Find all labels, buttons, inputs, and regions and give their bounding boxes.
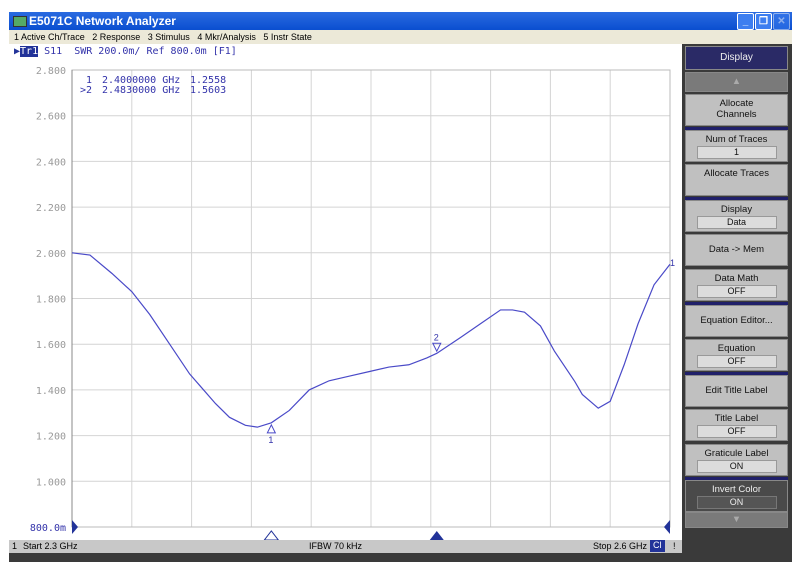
softkey-label: Display — [720, 204, 753, 215]
y-tick-label: 1.200 — [36, 432, 66, 443]
softkey-edit-title-label[interactable]: Edit Title Label — [685, 375, 788, 407]
y-tick-label: 1.000 — [36, 477, 66, 488]
scroll-up-button[interactable]: ▲ — [685, 72, 788, 92]
y-tick-label: 1.800 — [36, 295, 66, 306]
softkey-value: 1 — [696, 146, 777, 159]
minimize-button[interactable]: _ — [737, 13, 754, 30]
softkey-label: Equation — [717, 343, 756, 354]
softkey-equation[interactable]: Equation OFF — [685, 339, 788, 371]
menu-bar: 1 Active Ch/Trace 2 Response 3 Stimulus … — [9, 30, 792, 44]
softkey-num-of-traces[interactable]: Num of Traces 1 — [685, 130, 788, 162]
trace-end-label: 1 — [670, 258, 675, 268]
analyzer-window: E5071C Network Analyzer _ ❐ ✕ 1 Active C… — [9, 12, 792, 562]
menu-response[interactable]: 2 Response — [92, 32, 141, 42]
softkey-label: Allocate Channels — [716, 98, 757, 120]
status-flag: ! — [673, 541, 676, 551]
reference-level-left-icon — [72, 520, 78, 534]
softkey-label: Data Math — [714, 273, 759, 284]
trace-header: ▶Tr1 S11 SWR 200.0m/ Ref 800.0m [F1] — [14, 46, 237, 57]
marker-table-value: 1.2558 — [190, 75, 226, 86]
softkey-data-mem[interactable]: Data -> Mem — [685, 234, 788, 266]
softkey-label: Graticule Label — [704, 448, 769, 459]
softkey-allocate-traces[interactable]: Allocate Traces — [685, 164, 788, 196]
softkey-label: Data -> Mem — [708, 244, 765, 255]
menu-mkr-analysis[interactable]: 4 Mkr/Analysis — [197, 32, 256, 42]
close-button[interactable]: ✕ — [773, 13, 790, 30]
softkey-label: Equation Editor... — [700, 315, 773, 326]
y-tick-label: 800.0m — [30, 523, 66, 534]
softkey-value: OFF — [696, 285, 777, 298]
marker-label: 1 — [268, 435, 273, 445]
softkey-label: Allocate Traces — [704, 168, 769, 179]
status-bar: 1 Start 2.3 GHz IFBW 70 kHz Stop 2.6 GHz… — [9, 540, 682, 553]
reference-level-right-icon — [664, 520, 670, 534]
chart-area: ▶Tr1 S11 SWR 200.0m/ Ref 800.0m [F1] 2.8… — [9, 44, 682, 540]
y-tick-label: 1.400 — [36, 386, 66, 397]
softkey-allocate-channels[interactable]: Allocate Channels — [685, 94, 788, 126]
softkey-value: ON — [696, 460, 777, 473]
ifbw[interactable]: IFBW 70 kHz — [309, 541, 363, 551]
restore-button[interactable]: ❐ — [755, 13, 772, 30]
softkey-separator — [685, 197, 788, 200]
menu-active-ch-trace[interactable]: 1 Active Ch/Trace — [14, 32, 85, 42]
softkey-title: Display — [685, 46, 788, 70]
marker-2-icon — [431, 342, 442, 353]
y-tick-label: 2.200 — [36, 203, 66, 214]
menu-stimulus[interactable]: 3 Stimulus — [147, 32, 190, 42]
softkey-data-math[interactable]: Data Math OFF — [685, 269, 788, 301]
marker-table-frequency: 2.4830000 GHz — [102, 85, 180, 96]
softkey-label: Invert Color — [711, 484, 762, 495]
y-tick-label: 1.600 — [36, 340, 66, 351]
softkey-value: ON — [696, 496, 777, 509]
softkey-display[interactable]: Display Data — [685, 200, 788, 232]
y-tick-label: 2.400 — [36, 157, 66, 168]
title-bar: E5071C Network Analyzer _ ❐ ✕ — [9, 12, 792, 30]
softkey-value: Data — [696, 216, 777, 229]
stop-frequency[interactable]: Stop 2.6 GHz — [593, 541, 648, 551]
softkey-graticule-label[interactable]: Graticule Label ON — [685, 444, 788, 476]
softkey-value: OFF — [696, 425, 777, 438]
trace-arrow-icon: ▶ — [14, 46, 21, 57]
marker-1-stimulus-icon — [263, 530, 279, 540]
scroll-down-button[interactable]: ▼ — [685, 512, 788, 528]
trace-line — [71, 252, 671, 428]
softkey-value: OFF — [696, 355, 777, 368]
marker-table-value: 1.5603 — [190, 85, 226, 96]
softkey-title-label[interactable]: Title Label OFF — [685, 409, 788, 441]
softkey-label: Edit Title Label — [705, 385, 768, 396]
marker-table-label: >2 — [80, 85, 92, 96]
trace-settings: S11 SWR 200.0m/ Ref 800.0m [F1] — [44, 46, 237, 57]
marker-table-label: 1 — [80, 75, 92, 86]
softkey-panel: Display ▲ Allocate Channels Num of Traces… — [683, 44, 790, 562]
start-frequency[interactable]: Start 2.3 GHz — [23, 541, 78, 551]
window-title: E5071C Network Analyzer — [29, 14, 176, 28]
softkey-separator — [685, 477, 788, 480]
marker-2-stimulus-icon — [429, 531, 444, 540]
softkey-label: Num of Traces — [705, 134, 768, 145]
menu-instr-state[interactable]: 5 Instr State — [263, 32, 312, 42]
softkey-separator — [685, 302, 788, 305]
marker-label: 2 — [434, 332, 439, 342]
marker-table-frequency: 2.4000000 GHz — [102, 75, 180, 86]
chart-svg: 2.800 2.600 2.400 2.200 2.000 1.800 1.600 1.400… — [30, 66, 675, 540]
channel-number: 1 — [12, 541, 18, 551]
softkey-separator — [685, 372, 788, 375]
y-tick-label: 2.000 — [36, 249, 66, 260]
softkey-separator — [685, 127, 788, 130]
y-tick-label: 2.800 — [36, 66, 66, 77]
trace-label[interactable]: Tr1 — [20, 46, 39, 57]
softkey-equation-editor[interactable]: Equation Editor... — [685, 305, 788, 337]
softkey-label: Title Label — [714, 413, 759, 424]
marker-1-icon — [266, 423, 277, 434]
y-tick-label: 2.600 — [36, 112, 66, 123]
cal-indicator: Cl — [650, 540, 665, 552]
softkey-invert-color[interactable]: Invert Color ON — [685, 480, 788, 512]
app-icon — [13, 16, 27, 27]
